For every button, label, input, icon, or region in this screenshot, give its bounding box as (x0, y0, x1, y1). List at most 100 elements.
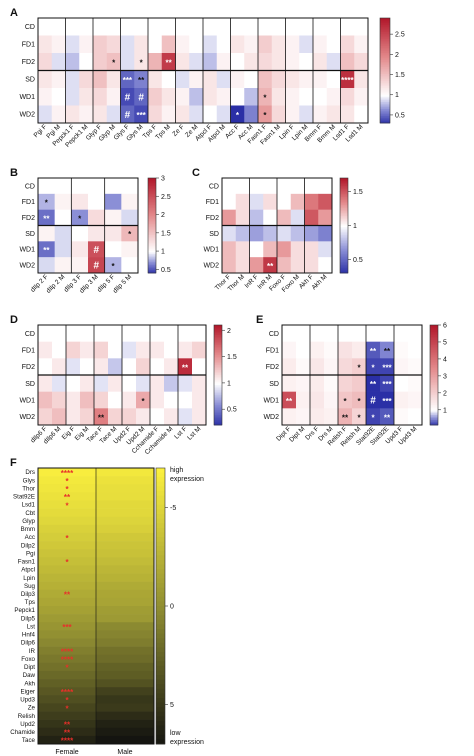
significance-mark: * (65, 501, 69, 510)
heatmap-cell (121, 241, 139, 258)
heatmap-cell (94, 391, 109, 409)
heatmap-cell (324, 325, 339, 342)
colorbar-step (430, 393, 438, 396)
colorbar-tick-label: 0.5 (227, 407, 237, 414)
colorbar-step (430, 331, 438, 334)
heatmap-cell (80, 391, 95, 409)
colorbar-step (430, 355, 438, 358)
colorbar-step (214, 365, 222, 368)
colorbar-step (214, 421, 222, 424)
colorbar-step (214, 390, 222, 393)
significance-mark: ** (64, 493, 71, 502)
colorbar-step (340, 263, 348, 266)
heatmap-cell (106, 35, 121, 54)
colorbar-step (156, 711, 165, 717)
colorbar-step (156, 734, 165, 740)
colorbar-step (214, 358, 222, 361)
significance-mark: # (94, 261, 100, 272)
colorbar-step (430, 345, 438, 348)
heatmap-cell (277, 225, 292, 242)
heatmap-cell (408, 408, 423, 426)
colorbar-step (340, 257, 348, 260)
heatmap-cell (120, 88, 135, 106)
significance-mark: * (263, 111, 267, 120)
heatmap-cell (38, 358, 53, 376)
colorbar-tick-label: 6 (443, 323, 447, 330)
colorbar-step (430, 376, 438, 379)
colorbar-step (340, 181, 348, 184)
row-label: Dilp6 (21, 640, 36, 647)
colorbar-step (340, 203, 348, 206)
heatmap-cell (66, 341, 81, 359)
heatmap-cell (96, 638, 155, 647)
colorbar-step (430, 361, 438, 364)
significance-mark: ** (43, 214, 50, 223)
colorbar-step (148, 192, 156, 195)
heatmap-cell (52, 375, 67, 392)
heatmap-cell (235, 193, 250, 210)
colorbar: 6 5 4 3 2 1 (429, 323, 447, 426)
heatmap-cell (38, 622, 97, 631)
heatmap-cell (258, 18, 273, 36)
significance-mark: * (111, 262, 115, 271)
row-label: FD1 (22, 347, 35, 354)
row-label: SD (25, 231, 35, 238)
colorbar-step (340, 260, 348, 263)
heatmap-cell (189, 18, 204, 36)
heatmap-cell (271, 88, 286, 106)
colorbar-step (340, 178, 348, 180)
colorbar-step (340, 238, 348, 241)
colorbar-step (214, 385, 222, 388)
colorbar-step (214, 330, 222, 333)
heatmap-cell (108, 341, 123, 359)
colorbar-step (340, 190, 348, 193)
colorbar-step (430, 401, 438, 404)
heatmap-cell (66, 375, 81, 392)
heatmap-cell (106, 18, 121, 36)
heatmap-cells (38, 18, 369, 124)
row-label: SD (269, 381, 279, 388)
row-label: CD (25, 183, 35, 190)
colorbar: 2.5 2 1.5 1 0.5 (379, 17, 405, 124)
heatmap-cell (150, 358, 165, 376)
heatmap-cell (189, 88, 204, 106)
colorbar-step (156, 739, 165, 745)
panel-label: B (10, 167, 18, 179)
colorbar-step (380, 54, 390, 57)
heatmap-cell (282, 358, 297, 376)
colorbar-tick-label: 1.5 (395, 72, 405, 79)
colorbar-step (430, 371, 438, 374)
colorbar-step (430, 381, 438, 384)
heatmap-cell (324, 408, 339, 426)
colorbar-step (340, 271, 348, 274)
colorbar-step (340, 197, 348, 199)
colorbar-step (148, 225, 156, 228)
colorbar-step (380, 112, 390, 115)
heatmap-cell (326, 53, 341, 71)
colorbar-step (380, 58, 390, 61)
heatmap-cell (161, 18, 176, 36)
colorbar-step (148, 193, 156, 196)
colorbar-frame (379, 17, 391, 124)
colorbar-step (380, 109, 390, 112)
heatmap-cell (230, 53, 245, 71)
colorbar-step (214, 360, 222, 363)
colorbar-step (380, 56, 390, 59)
colorbar-bottom-label: low (170, 730, 181, 737)
heatmap-cell (310, 408, 325, 426)
heatmap-cell (230, 88, 245, 106)
heatmap-cell (93, 18, 108, 36)
heatmap-cell (122, 358, 137, 376)
colorbar-tick-label: -5 (170, 505, 176, 512)
heatmap-cell (296, 341, 311, 359)
heatmap-cell (96, 516, 155, 526)
colorbar-step (214, 408, 222, 411)
heatmap-cell (313, 70, 328, 89)
heatmap-cell (65, 70, 80, 89)
heatmap-cell (121, 209, 139, 226)
heatmap-cell (79, 105, 94, 124)
row-label: FD2 (22, 215, 35, 222)
heatmap-cell (38, 492, 97, 501)
colorbar-step (214, 338, 222, 341)
